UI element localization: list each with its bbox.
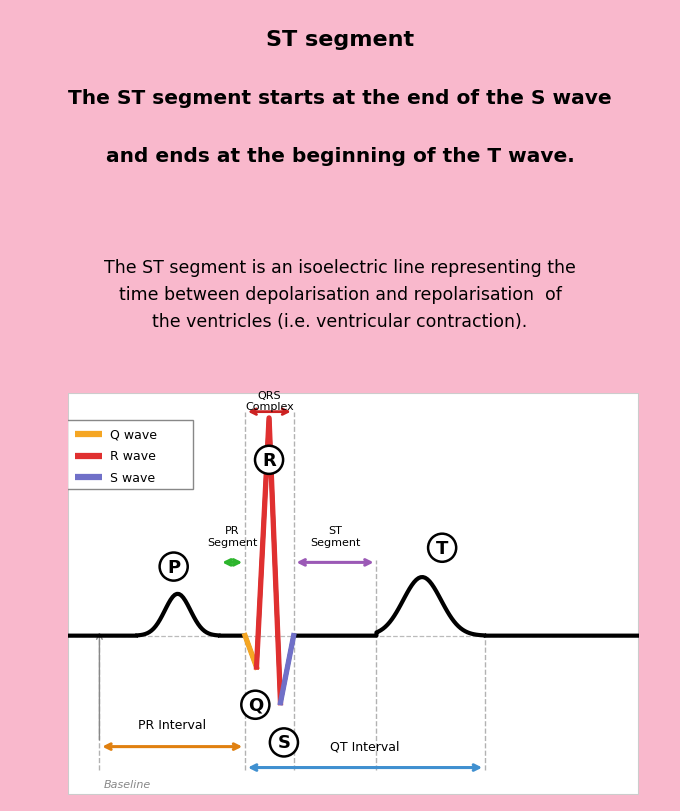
Text: T: T [436, 539, 448, 557]
Text: Baseline: Baseline [103, 779, 151, 789]
Text: S: S [277, 733, 290, 752]
Text: R wave: R wave [110, 449, 156, 462]
Text: Q wave: Q wave [110, 428, 157, 441]
Text: and ends at the beginning of the T wave.: and ends at the beginning of the T wave. [105, 147, 575, 165]
Text: R: R [262, 451, 276, 470]
Text: ST
Segment: ST Segment [310, 526, 360, 547]
Text: Q: Q [248, 696, 263, 714]
Text: The ST segment starts at the end of the S wave: The ST segment starts at the end of the … [68, 88, 612, 108]
Text: P: P [167, 558, 180, 576]
Text: S wave: S wave [110, 471, 156, 484]
FancyBboxPatch shape [67, 421, 193, 490]
Bar [0, 0, 680, 18]
Text: QRS
Complex: QRS Complex [245, 390, 294, 412]
Text: PR Interval: PR Interval [138, 719, 206, 732]
Text: ST segment: ST segment [266, 30, 414, 50]
Text: PR
Segment: PR Segment [207, 526, 258, 547]
Text: QT Interval: QT Interval [330, 739, 400, 752]
Text: The ST segment is an isoelectric line representing the
time between depolarisati: The ST segment is an isoelectric line re… [104, 259, 576, 331]
